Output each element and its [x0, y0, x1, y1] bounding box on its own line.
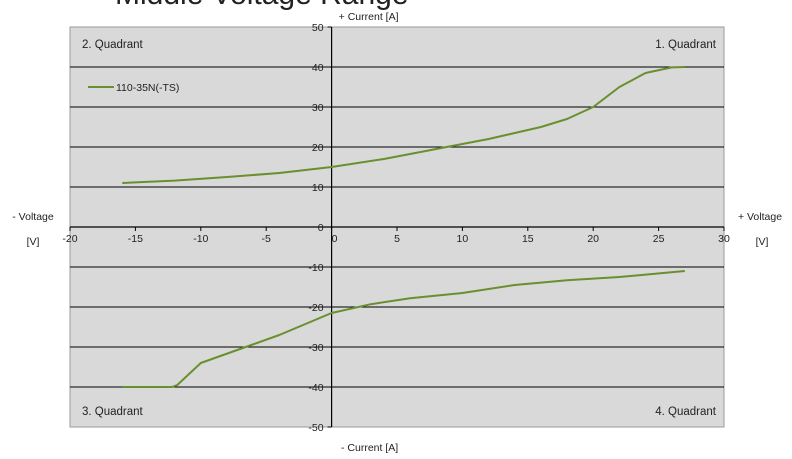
x-tick-label: 30 — [718, 233, 730, 245]
y-tick-label: 50 — [312, 22, 324, 34]
x-axis-label-positive: + Voltage — [738, 211, 782, 223]
x-tick-label: 20 — [587, 233, 599, 245]
x-tick-label: -20 — [62, 233, 77, 245]
page-title: Middle Voltage Range — [115, 0, 409, 12]
x-tick-label: -15 — [128, 233, 143, 245]
legend: 110-35N(-TS) — [88, 82, 179, 94]
x-tick-label: -5 — [262, 233, 271, 245]
x-tick-label: -10 — [193, 233, 208, 245]
x-tick-label: 25 — [653, 233, 665, 245]
y-tick-label: 30 — [312, 102, 324, 114]
y-tick-label: 10 — [312, 182, 324, 194]
quadrant-1-label: 1. Quadrant — [655, 39, 717, 51]
x-axis-label-negative-unit: [V] — [27, 236, 40, 248]
x-tick-label: 0 — [332, 233, 338, 245]
quadrant-2-label: 2. Quadrant — [82, 39, 144, 51]
series-line-lower — [122, 270, 685, 388]
quadrant-4-label: 4. Quadrant — [655, 406, 717, 418]
x-tick-label: 10 — [457, 233, 469, 245]
y-tick-label: -40 — [308, 382, 323, 394]
y-tick-label: 0 — [318, 222, 324, 234]
y-tick-label: -50 — [308, 422, 323, 434]
x-axis-label-positive-unit: [V] — [756, 236, 769, 248]
gridlines — [70, 66, 724, 388]
y-tick-label: 40 — [312, 62, 324, 74]
y-axis-label-negative: - Current [A] — [341, 442, 398, 454]
quadrant-3-label: 3. Quadrant — [82, 406, 144, 418]
series-line-upper — [122, 66, 685, 184]
y-tick-label: 20 — [312, 142, 324, 154]
x-axis-label-negative: - Voltage — [12, 211, 54, 223]
y-tick-label: -30 — [308, 342, 323, 354]
legend-label: 110-35N(-TS) — [116, 82, 179, 94]
x-tick-label: 15 — [522, 233, 534, 245]
y-tick-label: -20 — [308, 302, 323, 314]
x-tick-label: 5 — [394, 233, 400, 245]
y-tick-label: -10 — [308, 262, 323, 274]
y-axis-label-positive: + Current [A] — [339, 11, 399, 23]
